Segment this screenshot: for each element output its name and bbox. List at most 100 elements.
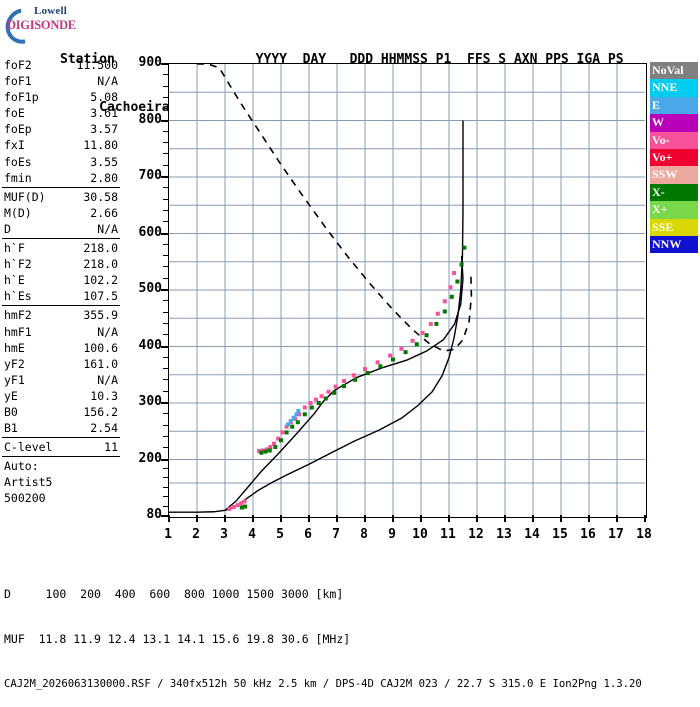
chart-series-x-trace-green [239, 245, 467, 510]
x-axis-tick [392, 515, 394, 522]
legend-swatch-x[interactable]: X+ [650, 201, 698, 219]
x-axis-tick-label: 8 [360, 527, 368, 542]
x-axis-tick [280, 515, 282, 522]
legend-swatch-vo[interactable]: Vo+ [650, 148, 698, 167]
param-key: hmE [4, 340, 25, 355]
y-axis-minor-tick [163, 311, 168, 313]
param-row-foEp: foEp 3.57 [2, 121, 120, 137]
x-axis-tick-label: 3 [220, 527, 228, 542]
param-key: h`Es [4, 289, 32, 304]
y-axis-minor-tick [163, 458, 168, 460]
y-axis-tick [161, 63, 168, 65]
legend-swatch-e[interactable]: E [650, 96, 698, 115]
param-key: foF1 [4, 74, 32, 89]
param-key: fmin [4, 170, 32, 185]
param-key: hmF2 [4, 308, 32, 323]
param-row-hEs: h`Es 107.5 [2, 288, 120, 304]
legend-swatch-w[interactable]: W [650, 114, 698, 132]
param-row-hmF1: hmF1 N/A [2, 324, 120, 340]
param-value: 102.2 [83, 273, 118, 288]
param-row-foF1: foF1 N/A [2, 73, 120, 89]
param-key: B1 [4, 421, 18, 436]
legend-swatch-nne[interactable]: NNE [650, 79, 698, 97]
param-key: fxI [4, 138, 25, 153]
chart-series-profile-solid [169, 120, 464, 513]
auto-scaler-line: Artist5 [4, 475, 53, 490]
y-axis-minor-tick [163, 74, 168, 76]
y-axis-minor-tick [163, 153, 168, 155]
y-axis-minor-tick [163, 413, 168, 415]
param-value: 156.2 [83, 404, 118, 419]
y-axis-tick [161, 458, 168, 461]
x-axis-tick-label: 1 [164, 527, 172, 542]
y-axis-tick [161, 119, 168, 122]
legend-swatch-vo[interactable]: Vo- [650, 131, 698, 149]
y-axis-minor-tick [163, 130, 168, 132]
legend-swatch-x[interactable]: X- [650, 183, 698, 202]
x-axis-tick-label: 4 [248, 527, 256, 542]
y-axis-minor-tick [163, 266, 168, 268]
param-value: 3.61 [90, 106, 118, 121]
param-value: N/A [97, 74, 118, 89]
param-value: 10.3 [90, 388, 118, 403]
param-key: h`F [4, 241, 25, 256]
y-axis-tick [161, 289, 168, 291]
y-axis-minor-tick [163, 424, 168, 426]
ionospheric-parameter-table: foF2 11.500 foF1 N/A foF1p 5.08 foE 3.61 foEp 3.5… [2, 57, 120, 507]
y-axis-minor-tick [163, 486, 168, 488]
legend-swatch-nnw[interactable]: NNW [650, 235, 698, 254]
y-axis-minor-tick [163, 96, 168, 98]
param-row-hE: h`E 102.2 [2, 272, 120, 288]
x-axis-tick-label: 15 [552, 527, 568, 542]
x-axis-tick [168, 515, 170, 522]
y-axis-minor-tick [163, 435, 168, 437]
param-row-fmin: fmin 2.80 [2, 170, 120, 186]
y-axis-tick-label: 700 [138, 168, 162, 183]
x-axis-tick [252, 515, 254, 522]
x-axis-tick-label: 12 [468, 527, 484, 542]
polarization-direction-legend: NoVal NNE E W Vo- Vo+ SSW X- X+ SSE NNW [650, 62, 698, 254]
x-axis-tick [364, 515, 366, 522]
param-key: h`F2 [4, 257, 32, 272]
x-axis-tick-label: 2 [192, 527, 200, 542]
chart-series-profile-lower-branch [224, 256, 464, 511]
footer-file-row: CAJ2M_2026063130000.RSF / 340fx512h 50 k… [4, 678, 642, 690]
y-axis-tick-label: 80 [146, 507, 162, 522]
y-axis-minor-tick [163, 345, 168, 347]
y-axis-minor-tick [163, 277, 168, 279]
y-axis-tick [161, 176, 168, 178]
x-axis-tick-label: 5 [276, 527, 284, 542]
y-axis-minor-tick [163, 496, 168, 498]
param-row-yF1: yF1 N/A [2, 372, 120, 388]
chart-series-o-trace-pink [227, 271, 457, 511]
y-axis-tick-label: 200 [138, 450, 162, 466]
param-row-hmE: hmE 100.6 [2, 340, 120, 356]
y-axis-tick-label: 600 [138, 224, 162, 240]
param-value: 2.80 [90, 170, 118, 185]
param-value: 218.0 [83, 257, 118, 272]
legend-swatch-ssw[interactable]: SSW [650, 166, 698, 184]
x-axis-tick-label: 6 [304, 527, 312, 542]
legend-swatch-sse[interactable]: SSE [650, 218, 698, 236]
x-axis-tick [616, 515, 618, 522]
x-axis-tick-label: 18 [636, 527, 652, 542]
param-value: N/A [97, 372, 118, 387]
param-key: D [4, 221, 11, 236]
legend-swatch-noval[interactable]: NoVal [650, 62, 698, 80]
param-group-divider [2, 456, 120, 458]
y-axis-minor-tick [163, 63, 168, 64]
param-key: yF2 [4, 356, 25, 371]
y-axis-minor-tick [163, 243, 168, 245]
y-axis-minor-tick [163, 108, 168, 110]
x-axis-tick [504, 515, 506, 522]
x-axis-tick [644, 515, 646, 522]
x-axis-tick [196, 515, 198, 522]
param-group-divider [2, 186, 120, 188]
param-group-divider [2, 437, 120, 439]
x-axis-tick-label: 11 [440, 527, 456, 542]
footer-block: D 100 200 400 600 800 1000 1500 3000 [km… [4, 557, 642, 707]
logo-text-lowell: Lowell [34, 5, 67, 17]
param-value: 30.58 [83, 189, 118, 204]
param-key: C-level [4, 440, 53, 455]
param-row-foE: foE 3.61 [2, 105, 120, 121]
